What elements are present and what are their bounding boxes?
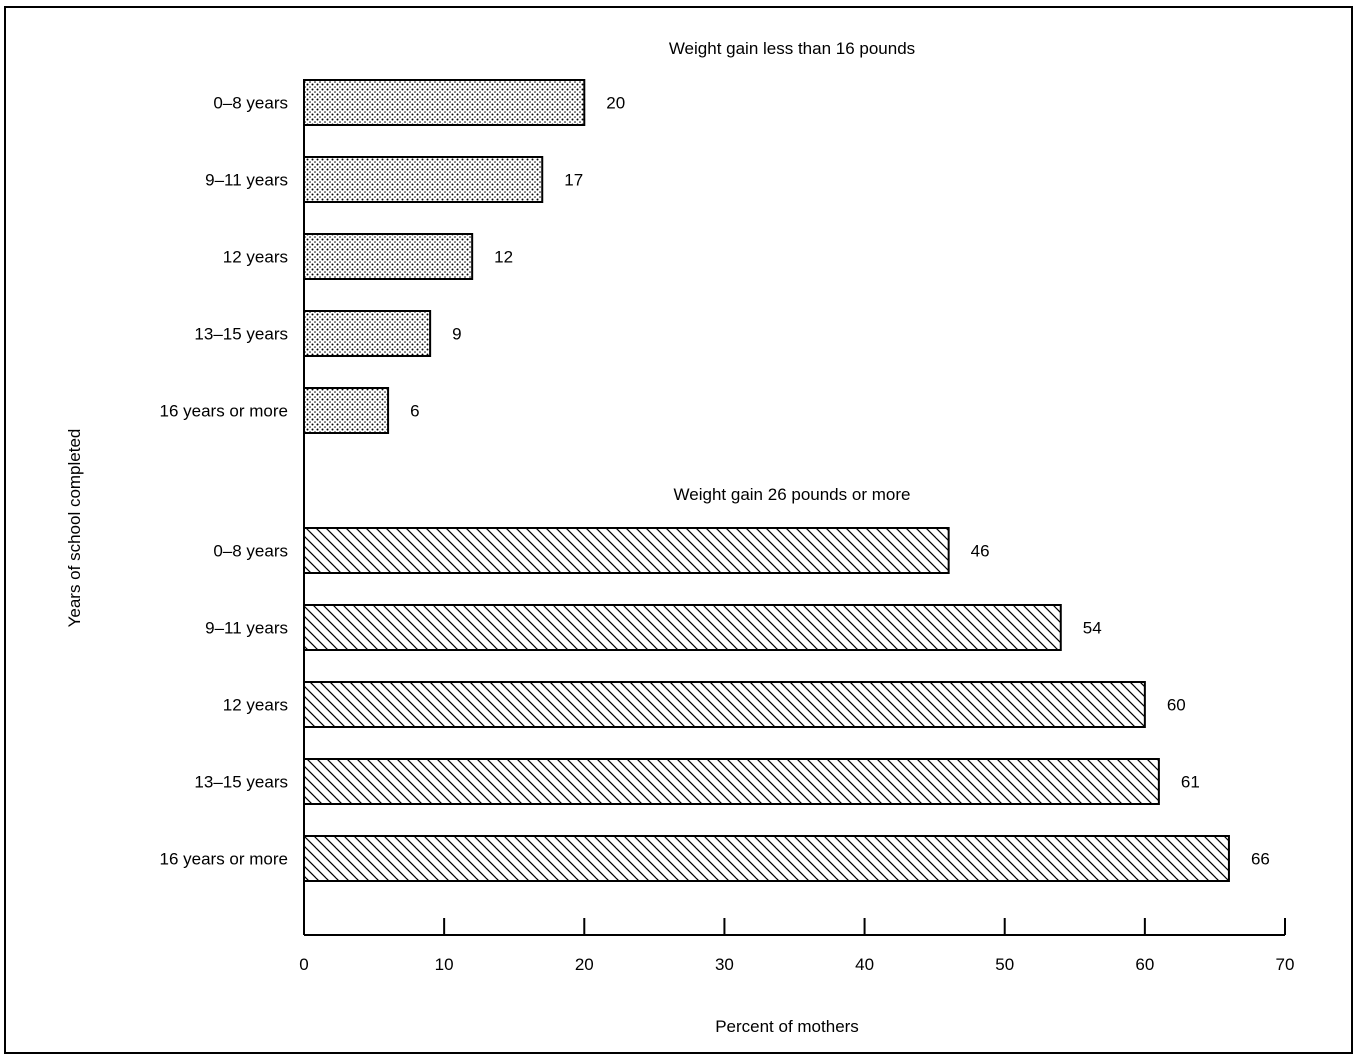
value-label: 60 [1167, 696, 1186, 715]
value-label: 66 [1251, 850, 1270, 869]
x-tick-label: 60 [1135, 955, 1154, 974]
bar [303, 527, 950, 574]
chart-frame: Weight gain less than 16 pounds Weight g… [4, 6, 1353, 1054]
bar [303, 681, 1146, 728]
bar [303, 156, 544, 203]
category-label: 9–11 years [205, 171, 288, 190]
value-label: 46 [971, 542, 990, 561]
value-label: 9 [452, 325, 461, 344]
x-tick-label: 40 [855, 955, 874, 974]
category-label: 9–11 years [205, 619, 288, 638]
category-label: 12 years [223, 248, 288, 267]
chart-title-top: Weight gain less than 16 pounds [669, 39, 915, 58]
x-tick-label: 30 [715, 955, 734, 974]
bar [303, 79, 586, 126]
bar [303, 233, 474, 280]
category-label: 13–15 years [194, 773, 288, 792]
bar [303, 387, 390, 434]
x-tick-label: 0 [299, 955, 308, 974]
x-ticks-layer: 0 10 20 30 40 50 60 70 [299, 918, 1294, 974]
bar [303, 758, 1160, 805]
chart-svg: Weight gain less than 16 pounds Weight g… [65, 39, 1294, 1036]
x-axis-label: Percent of mothers [715, 1017, 859, 1036]
x-tick-label: 70 [1276, 955, 1295, 974]
y-axis-label: Years of school completed [65, 429, 84, 628]
category-label: 0–8 years [213, 542, 288, 561]
category-label: 13–15 years [194, 325, 288, 344]
value-label: 17 [564, 171, 583, 190]
x-tick-label: 10 [435, 955, 454, 974]
bar [303, 604, 1062, 651]
value-label: 6 [410, 402, 419, 421]
category-label: 12 years [223, 696, 288, 715]
value-label: 20 [606, 94, 625, 113]
bar [303, 310, 432, 357]
bars-layer: 0–8 years 20 9–11 years 17 12 years 12 13–15 y… [160, 79, 1270, 882]
chart-title-bottom: Weight gain 26 pounds or more [674, 485, 911, 504]
bar [303, 835, 1230, 882]
x-tick-label: 50 [995, 955, 1014, 974]
x-tick-label: 20 [575, 955, 594, 974]
value-label: 61 [1181, 773, 1200, 792]
value-label: 12 [494, 248, 513, 267]
category-label: 16 years or more [160, 850, 289, 869]
category-label: 16 years or more [160, 402, 289, 421]
value-label: 54 [1083, 619, 1102, 638]
category-label: 0–8 years [213, 94, 288, 113]
